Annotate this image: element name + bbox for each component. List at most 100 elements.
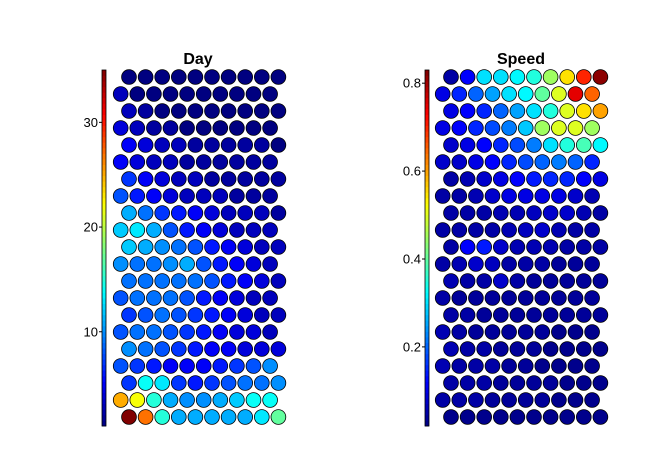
colorbar-segment [425, 275, 429, 282]
som-cell [476, 273, 493, 289]
colorbar-segment [425, 370, 429, 377]
som-cell [245, 256, 262, 272]
som-cell [517, 358, 534, 374]
colorbar-segment [425, 225, 429, 232]
som-cell [534, 86, 551, 102]
colorbar-tick-label: 10 [84, 324, 98, 339]
som-cell [575, 375, 592, 391]
colorbar-segment [102, 375, 106, 382]
som-cell [171, 409, 187, 425]
som-cell [509, 205, 526, 221]
som-cell [534, 392, 551, 408]
colorbar-segment [102, 320, 106, 327]
som-cell [451, 392, 468, 408]
som-cell [162, 188, 179, 204]
som-cell [567, 324, 584, 340]
som-cell [584, 222, 600, 238]
som-cell [137, 375, 154, 391]
colorbar-segment [425, 197, 429, 204]
colorbar-segment [102, 131, 106, 138]
som-cell [204, 273, 220, 289]
som-cell [434, 256, 451, 272]
som-cell [137, 239, 154, 255]
som-cell [154, 103, 171, 119]
som-cell [592, 171, 609, 187]
colorbar-segment [425, 420, 429, 427]
som-cell [245, 188, 262, 204]
colorbar-segment [425, 314, 429, 321]
som-cell [575, 205, 592, 221]
som-cell [270, 137, 287, 153]
colorbar-segment [102, 420, 106, 427]
som-cell [559, 103, 575, 119]
colorbar-segment [102, 142, 106, 149]
som-cell [245, 120, 262, 136]
som-cell [121, 137, 137, 153]
colorbar-segment [425, 337, 429, 343]
som-cell [229, 392, 245, 408]
som-cell [476, 205, 493, 221]
colorbar-segment [425, 309, 429, 316]
som-cell [492, 205, 509, 221]
colorbar-segment [102, 81, 106, 88]
colorbar-segment [102, 353, 106, 360]
som-cell [501, 188, 517, 204]
som-cell [262, 188, 278, 204]
colorbar-segment [102, 114, 106, 121]
som-cell [229, 86, 245, 102]
colorbar-segment [102, 209, 106, 216]
som-cell [567, 222, 584, 238]
som-cell [137, 341, 154, 357]
som-cell [245, 392, 262, 408]
colorbar-segment [102, 387, 106, 394]
som-cell [137, 205, 154, 221]
colorbar-segment [102, 70, 106, 76]
som-cell [204, 171, 220, 187]
som-cell [237, 341, 254, 357]
som-cell [542, 307, 559, 323]
som-cell [220, 409, 237, 425]
colorbar-segment [102, 203, 106, 210]
som-cell [187, 307, 204, 323]
som-cell [245, 86, 262, 102]
som-cell [434, 324, 451, 340]
colorbar-segment [102, 381, 106, 388]
som-cell [501, 392, 517, 408]
som-cell [220, 69, 237, 85]
som-cell [245, 324, 262, 340]
som-cell [270, 307, 287, 323]
som-cell [567, 392, 584, 408]
som-cell [551, 290, 567, 306]
som-cell [526, 273, 542, 289]
colorbar-segment [102, 286, 106, 293]
som-cell [534, 188, 551, 204]
som-cell [559, 239, 575, 255]
colorbar-segment [425, 75, 429, 82]
som-cell [559, 409, 575, 425]
colorbar-segment [102, 181, 106, 188]
som-cell [146, 222, 162, 238]
som-cell [575, 409, 592, 425]
som-cell [212, 358, 229, 374]
som-cell [534, 222, 551, 238]
day-panel: Day 10 20 30 [84, 51, 287, 427]
colorbar-segment [102, 364, 106, 371]
colorbar-segment [425, 70, 429, 76]
som-cell [171, 273, 187, 289]
som-cell [592, 273, 609, 289]
som-cell [551, 256, 567, 272]
som-cell [443, 137, 459, 153]
som-cell [137, 137, 154, 153]
som-cell [154, 273, 171, 289]
som-cell [253, 409, 270, 425]
colorbar-segment [425, 147, 429, 154]
som-cell [476, 375, 493, 391]
som-cell [179, 256, 195, 272]
colorbar-segment [102, 264, 106, 271]
colorbar-segment [102, 214, 106, 221]
som-cell [526, 375, 542, 391]
colorbar-segment [102, 153, 106, 160]
som-cell [459, 171, 476, 187]
colorbar: 10 20 30 [84, 69, 107, 427]
som-cell [559, 137, 575, 153]
